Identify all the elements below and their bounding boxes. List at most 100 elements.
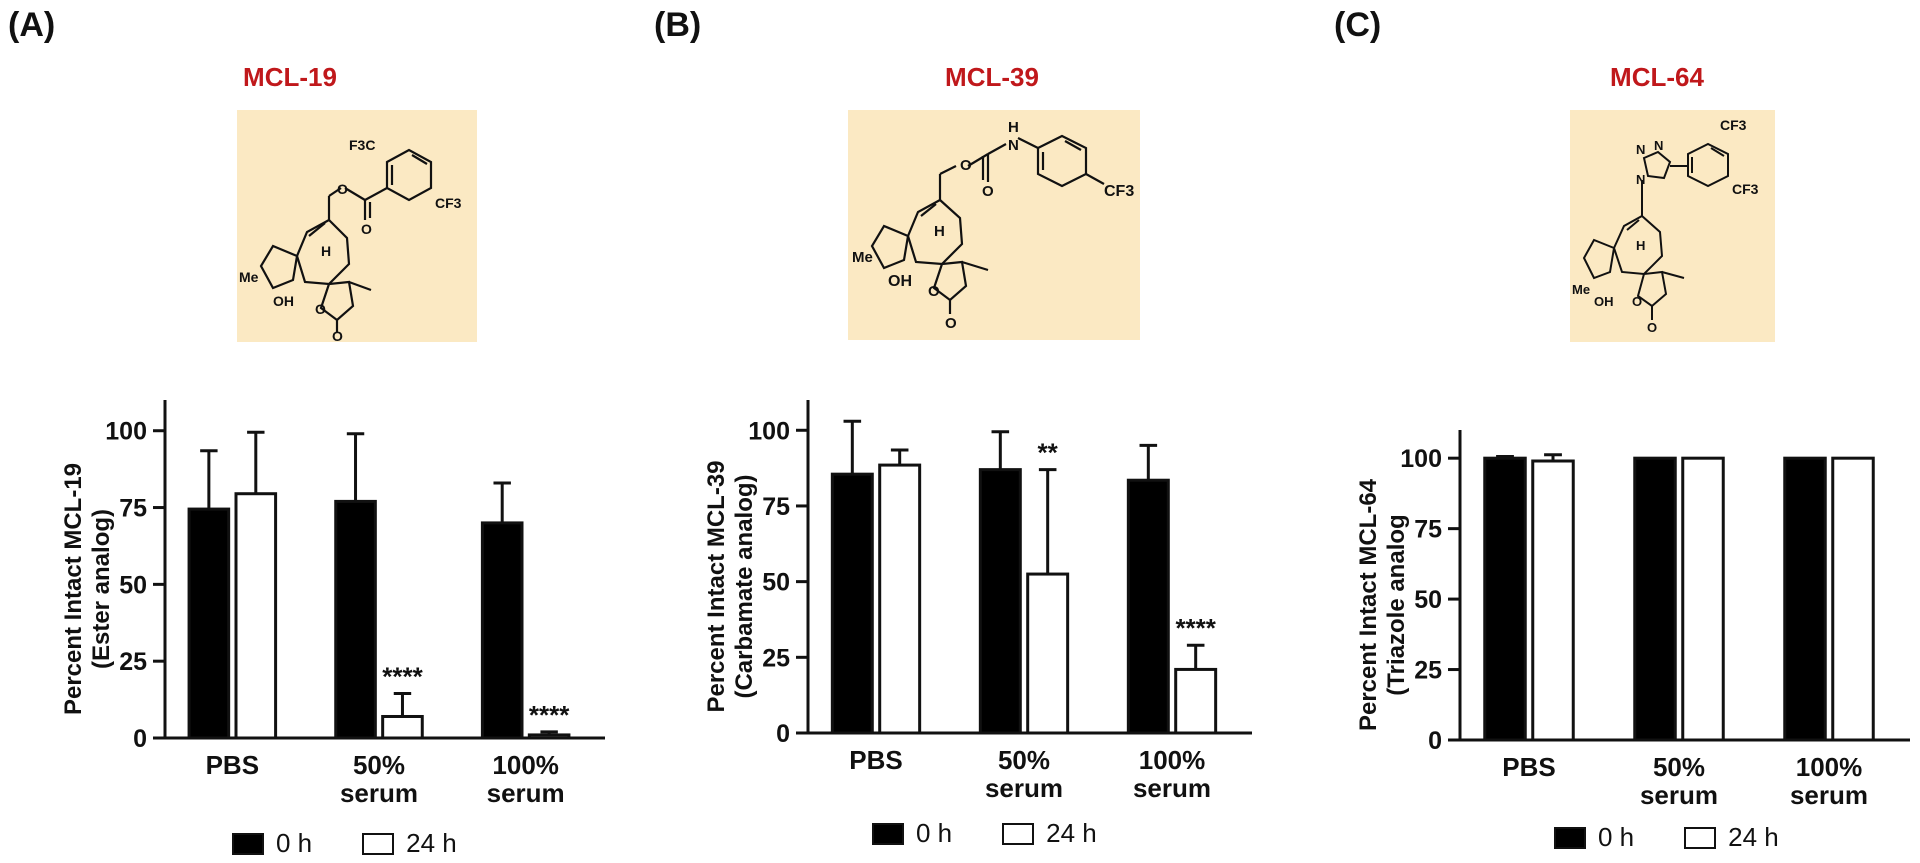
label-n: N xyxy=(1008,137,1019,154)
bar-24h xyxy=(234,492,278,740)
label-h: H xyxy=(1008,119,1019,136)
x-tick-label: 100% xyxy=(492,750,559,780)
label-h: H xyxy=(934,223,945,240)
label-h: H xyxy=(321,243,331,259)
significance-label: **** xyxy=(382,661,423,691)
y-tick-label: 75 xyxy=(762,493,790,521)
label-o: O xyxy=(337,181,348,197)
bar-chart: 0 25 50 75 100 Percent Intact MCL-19 (Ester an… xyxy=(60,400,605,808)
y-axis-label-2: (Ester analog) xyxy=(88,509,115,669)
legend-swatch-black xyxy=(1554,826,1586,849)
y-axis-label-2: (Carbamate analog) xyxy=(731,474,758,698)
x-tick-label: 100% xyxy=(1796,752,1863,782)
y-tick-label: 50 xyxy=(762,569,790,597)
label-me: Me xyxy=(1572,282,1590,297)
y-axis-label: Percent Intact MCL-39 xyxy=(703,460,730,712)
label-me: Me xyxy=(239,269,259,285)
bar-0h xyxy=(480,521,524,740)
x-tick-label: 100% xyxy=(1139,745,1206,775)
y-tick-label: 0 xyxy=(776,720,790,748)
bar-0h xyxy=(830,472,874,735)
legend-label: 24 h xyxy=(1728,822,1779,852)
legend-item-0h: 0 h xyxy=(232,828,312,859)
label-n: N xyxy=(1636,142,1645,157)
label-o: O xyxy=(1632,294,1642,309)
significance-label: **** xyxy=(529,700,570,730)
y-tick-label: 75 xyxy=(1414,516,1442,544)
structure-drawing: H N CF3 H Me OH O O O O xyxy=(852,119,1134,332)
y-tick-label: 75 xyxy=(119,495,147,523)
compound-title: MCL-19 xyxy=(243,62,337,92)
label-cf3: CF3 xyxy=(435,195,462,211)
legend-label: 24 h xyxy=(406,828,457,858)
x-tick-label: 50% xyxy=(353,750,405,780)
label-h: H xyxy=(1636,238,1645,253)
x-tick-label: serum xyxy=(1640,780,1718,810)
legend-swatch-black xyxy=(232,832,264,855)
bar-0h xyxy=(1633,456,1677,742)
x-tick-label: 50% xyxy=(998,745,1050,775)
x-tick-label: 50% xyxy=(1653,752,1705,782)
legend-item-24h: 24 h xyxy=(362,828,457,859)
bar-24h xyxy=(1831,456,1875,742)
bar-0h xyxy=(1483,456,1527,742)
label-n: N xyxy=(1654,138,1663,153)
y-tick-label: 100 xyxy=(1400,445,1442,473)
y-tick-label: 50 xyxy=(1414,586,1442,614)
legend-item-0h: 0 h xyxy=(1554,822,1634,853)
x-tick-label: PBS xyxy=(849,745,902,775)
legend-label: 0 h xyxy=(916,818,953,848)
label-o: O xyxy=(361,221,372,237)
compound-title: MCL-64 xyxy=(1610,62,1704,92)
label-o: O xyxy=(1647,320,1657,335)
bar-24h xyxy=(1174,667,1218,735)
panel-letter: (C) xyxy=(1334,6,1382,44)
legend-label: 0 h xyxy=(276,828,313,858)
x-tick-label: serum xyxy=(985,773,1063,803)
x-tick-label: serum xyxy=(487,778,565,808)
compound-title: MCL-39 xyxy=(945,62,1039,92)
legend-item-24h: 24 h xyxy=(1684,822,1779,853)
label-o: O xyxy=(315,301,326,317)
panel-b: (B) MCL-39 H N xyxy=(640,0,1290,863)
label-oh: OH xyxy=(1594,294,1614,309)
label-n: N xyxy=(1636,172,1645,187)
legend-label: 24 h xyxy=(1046,818,1097,848)
chemical-structure: F3C CF3 H Me OH O O O O xyxy=(237,110,477,342)
y-tick-label: 0 xyxy=(133,725,147,753)
x-tick-label: serum xyxy=(340,778,418,808)
label-me: Me xyxy=(852,249,873,266)
x-tick-label: serum xyxy=(1790,780,1868,810)
legend-swatch-black xyxy=(872,822,904,845)
panel-a: (A) MCL-19 xyxy=(0,0,605,863)
bar-chart: 0 25 50 75 100 Percent Intact MCL-64 (Triazole… xyxy=(1355,430,1910,810)
bar-chart: 0 25 50 75 100 Percent Intact MCL-39 (Carbamat… xyxy=(703,400,1252,803)
panel-c: (C) MCL-64 N N N CF3 CF3 H Me xyxy=(1290,0,1920,863)
legend-swatch-white xyxy=(1002,822,1035,845)
y-tick-label: 25 xyxy=(119,648,147,676)
label-o: O xyxy=(928,283,940,300)
label-cf3: CF3 xyxy=(1732,181,1759,197)
legend-item-0h: 0 h xyxy=(872,818,952,849)
bar-24h xyxy=(1531,459,1575,742)
label-o: O xyxy=(332,328,343,342)
legend-label: 0 h xyxy=(1598,822,1635,852)
structure-drawing: N N N CF3 CF3 H Me OH O O xyxy=(1572,117,1759,335)
legend-swatch-white xyxy=(1684,826,1717,849)
y-tick-label: 25 xyxy=(1414,657,1442,685)
legend: 0 h 24 h xyxy=(1554,822,1829,853)
panel-letter: (A) xyxy=(8,6,56,44)
bar-24h xyxy=(527,733,571,740)
structure-drawing: F3C CF3 H Me OH O O O O xyxy=(239,137,462,342)
bar-24h xyxy=(381,714,424,740)
legend-item-24h: 24 h xyxy=(1002,818,1097,849)
label-cf3: CF3 xyxy=(1720,117,1747,133)
bar-0h xyxy=(1126,478,1170,735)
bar-0h xyxy=(978,468,1022,735)
y-tick-label: 25 xyxy=(762,644,790,672)
label-oh: OH xyxy=(273,293,294,309)
y-axis-label-2: (Triazole analog xyxy=(1383,514,1410,695)
chemical-structure: N N N CF3 CF3 H Me OH O O xyxy=(1570,110,1775,342)
label-cf3: CF3 xyxy=(1104,183,1134,200)
label-f3c: F3C xyxy=(349,137,375,153)
